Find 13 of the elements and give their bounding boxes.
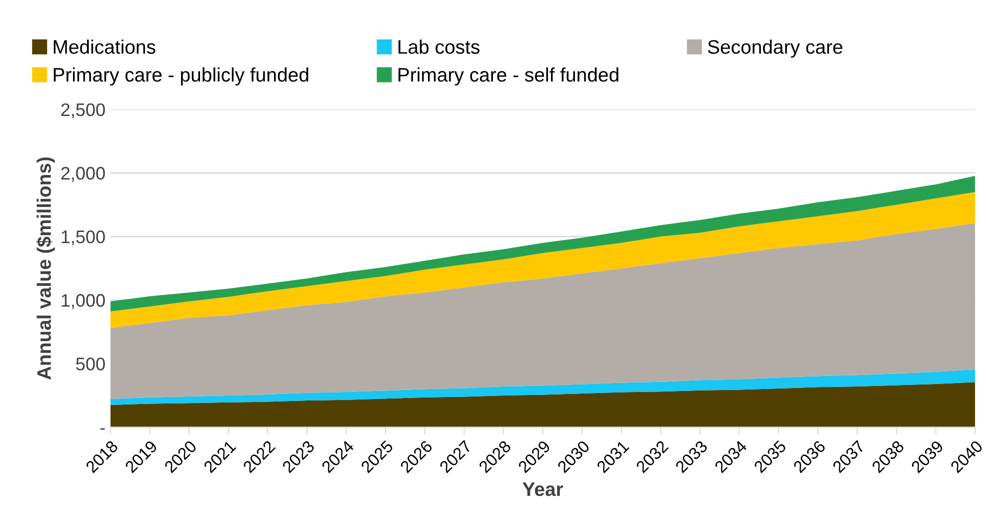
y-tick-label: 1,500: [62, 230, 105, 246]
legend-label: Primary care - self funded: [398, 67, 618, 86]
legend-label: Lab costs: [398, 40, 480, 54]
y-tick-label: 2,000: [61, 166, 105, 182]
legend-label: Medications: [54, 40, 156, 54]
y-tick-label: -: [100, 428, 105, 430]
y-tick-label: 1,000: [62, 294, 105, 309]
y-tick-label: 2,500: [61, 103, 105, 118]
legend-label: Primary care - publicly funded: [54, 67, 308, 86]
legend-label: Secondary care: [708, 40, 842, 58]
x-axis-title: Year: [522, 482, 564, 496]
y-tick-label: 500: [76, 358, 105, 370]
y-axis-title: Annual value ($millions): [36, 157, 55, 380]
